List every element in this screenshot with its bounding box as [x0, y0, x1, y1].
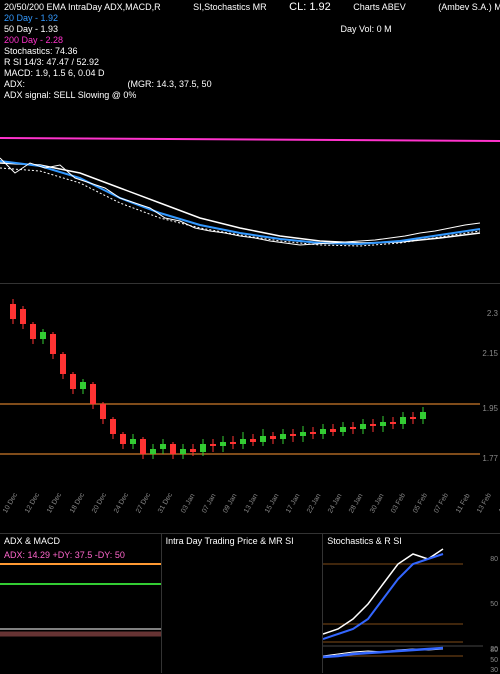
rsi-label: R SI 14/3: 47.47 / 52.92 — [4, 57, 496, 68]
ema200-label: 200 Day - 2.28 — [4, 35, 496, 46]
adx-signal: ADX signal: SELL Slowing @ 0% — [4, 90, 496, 101]
macd-label: MACD: 1.9, 1.5 6, 0.04 D — [4, 68, 496, 79]
symbol: Charts ABEV — [353, 2, 406, 12]
intraday-title: Intra Day Trading Price & MR SI — [162, 534, 323, 548]
indicator-list: 20/50/200 EMA IntraDay ADX,MACD,R — [4, 2, 161, 12]
indicator-list2: SI,Stochastics MR — [193, 2, 267, 12]
day-volume: Day Vol: 0 M — [341, 24, 392, 34]
header-info: 20/50/200 EMA IntraDay ADX,MACD,R SI,Sto… — [0, 0, 500, 103]
ema-chart[interactable] — [0, 103, 500, 283]
company-name: (Ambev S.A.) M — [438, 2, 500, 12]
stoch-rsi-panel[interactable]: Stochastics & R SI 805020805030 — [322, 534, 500, 673]
candlestick-chart[interactable]: 2.32.151.951.77 — [0, 283, 500, 503]
mgr-label: (MGR: 14.3, 37.5, 50 — [128, 79, 212, 89]
ema20-label: 20 Day - 1.92 — [4, 13, 496, 24]
adx-macd-panel[interactable]: ADX & MACD ADX: 14.29 +DY: 37.5 -DY: 50 — [0, 534, 161, 673]
ema50-label: 50 Day - 1.93 — [4, 24, 58, 34]
intraday-panel[interactable]: Intra Day Trading Price & MR SI — [161, 534, 323, 673]
lower-panels: ADX & MACD ADX: 14.29 +DY: 37.5 -DY: 50 … — [0, 533, 500, 673]
date-axis: 10 Dec12 Dec16 Dec18 Dec20 Dec24 Dec27 D… — [0, 503, 500, 533]
close-price: CL: 1.92 — [289, 1, 331, 13]
stoch-label: Stochastics: 74.36 — [4, 46, 496, 57]
adx-label: ADX: — [4, 79, 25, 89]
